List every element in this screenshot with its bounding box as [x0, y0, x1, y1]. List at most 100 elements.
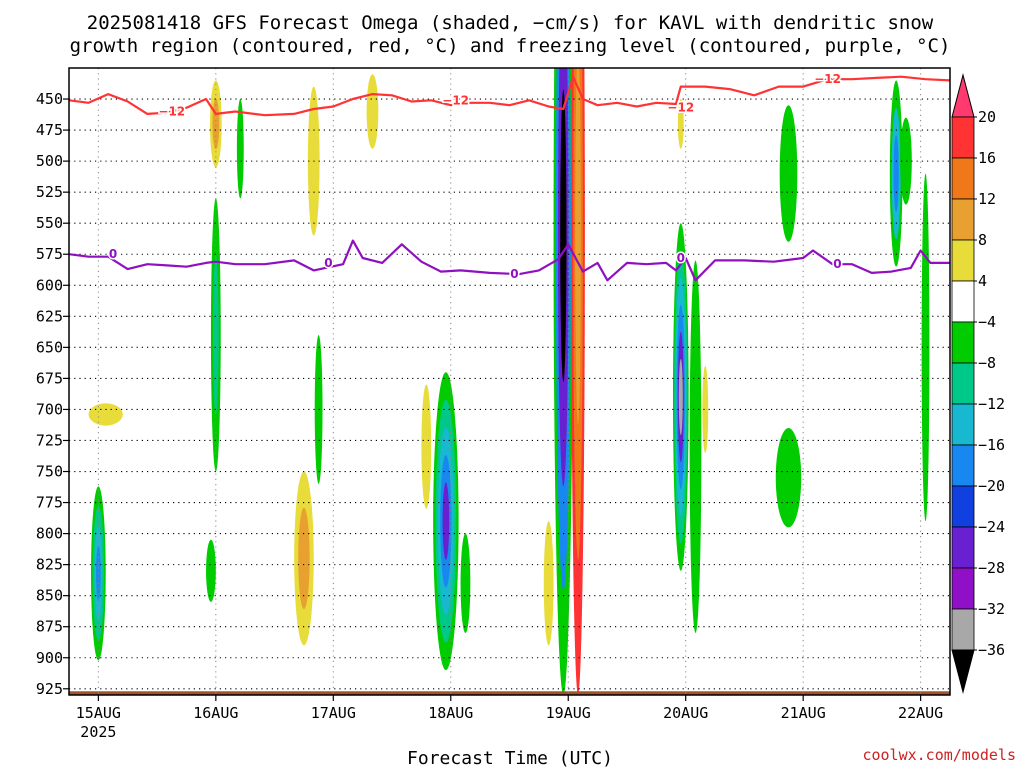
y-tick-label: 800 — [36, 525, 63, 543]
x-tick-label: 16AUG — [193, 704, 238, 722]
y-tick-label: 875 — [36, 618, 63, 636]
colorbar-label: −4 — [978, 313, 996, 331]
colorbar-label: −36 — [978, 641, 1005, 659]
omega-shade-4-0 — [206, 539, 216, 602]
y-tick-label: 675 — [36, 369, 63, 387]
colorbar-bin — [951, 198, 975, 241]
dgz-label: −12 — [158, 104, 185, 118]
colorbar-label: −20 — [978, 477, 1005, 495]
colorbar-label: −12 — [978, 395, 1005, 413]
x-tick-label: 22AUG — [898, 704, 943, 722]
omega-shade-13-3 — [560, 89, 567, 382]
x-tick-label: 19AUG — [546, 704, 591, 722]
x-tick-label: 15AUG — [76, 704, 121, 722]
colorbar-label: −16 — [978, 436, 1005, 454]
omega-shade-14-2 — [575, 68, 581, 425]
omega-shade-6-1 — [298, 507, 310, 610]
omega-shade-15-0 — [543, 521, 554, 646]
y-tick-label: 525 — [36, 183, 63, 201]
colorbar-label: 16 — [978, 149, 996, 167]
terrain-band — [69, 691, 950, 695]
colorbar-bin — [951, 116, 975, 159]
colorbar-label: −24 — [978, 518, 1005, 536]
y-tick-label: 700 — [36, 400, 63, 418]
omega-shade-23-0 — [900, 117, 912, 205]
grid — [69, 68, 950, 695]
colorbar-bin — [951, 362, 975, 405]
omega-shade-11-0 — [460, 533, 471, 633]
freezing-label: 0 — [510, 267, 518, 281]
plot-area: −12 −12 −12 −12 0 0 0 0 0 — [68, 67, 951, 696]
freezing-label: 0 — [677, 251, 685, 265]
freezing-label: 0 — [109, 247, 117, 261]
y-tick-label: 775 — [36, 494, 63, 512]
omega-shade-12-0 — [421, 384, 432, 509]
x-tick-label: 21AUG — [781, 704, 826, 722]
freezing-level-contour — [69, 239, 950, 282]
freezing-label: 0 — [833, 257, 841, 271]
colorbar-bin — [951, 444, 975, 487]
y-tick-label: 925 — [36, 680, 63, 698]
dgz-label: −12 — [667, 101, 694, 115]
y-tick-label: 450 — [36, 90, 63, 108]
y-tick-label: 475 — [36, 121, 63, 139]
x-tick-label: 17AUG — [311, 704, 356, 722]
y-tick-label: 850 — [36, 587, 63, 605]
y-tick-label: 500 — [36, 152, 63, 170]
dgz-label: −12 — [814, 72, 841, 86]
colorbar-top-triangle — [951, 73, 975, 118]
colorbar-label: 8 — [978, 231, 987, 249]
colorbar-bin — [951, 567, 975, 610]
freezing-label: 0 — [324, 256, 332, 270]
colorbar-bin — [951, 157, 975, 200]
omega-shade-16-5 — [678, 358, 683, 436]
x-tick-label: 18AUG — [428, 704, 473, 722]
colorbar-bin — [951, 321, 975, 364]
colorbar-bin — [951, 280, 975, 323]
chart-title-line-1: 2025081418 GFS Forecast Omega (shaded, −… — [87, 12, 934, 34]
colorbar-bin — [951, 485, 975, 528]
y-tick-label: 750 — [36, 463, 63, 481]
y-tick-label: 725 — [36, 431, 63, 449]
omega-shade-1-0 — [88, 403, 123, 426]
omega-shade-19-0 — [677, 99, 684, 149]
colorbar-label: 12 — [978, 190, 996, 208]
colorbar-bin — [951, 403, 975, 446]
y-tick-label: 900 — [36, 649, 63, 667]
credit-text: coolwx.com/models — [862, 746, 1016, 764]
omega-shade-22-2 — [893, 135, 899, 212]
y-tick-label: 650 — [36, 338, 63, 356]
colorbar-label: 4 — [978, 272, 987, 290]
omega-shade-5-0 — [236, 99, 244, 199]
colorbar-bin — [951, 526, 975, 569]
omega-shade-9-0 — [366, 74, 379, 149]
omega-shade-18-0 — [702, 365, 709, 453]
y-tick-label: 825 — [36, 556, 63, 574]
y-axis: 450 475 500 525 550 575 600 625 650 675 700 725 750 7… — [36, 90, 69, 698]
y-tick-label: 550 — [36, 214, 63, 232]
y-tick-label: 575 — [36, 245, 63, 263]
colorbar: 20 16 12 8 4 −4 −8 −12 −16 −20 −24 −28 −32 −36 — [951, 73, 1005, 694]
x-tick-label: 20AUG — [663, 704, 708, 722]
omega-shade-21-0 — [775, 428, 802, 528]
omega-shade-17-0 — [689, 260, 702, 633]
colorbar-label: −28 — [978, 559, 1005, 577]
colorbar-bin — [951, 239, 975, 282]
colorbar-bottom-triangle — [951, 649, 975, 694]
colorbar-label: −32 — [978, 600, 1005, 618]
y-tick-label: 600 — [36, 276, 63, 294]
omega-shade-3-1 — [212, 255, 219, 415]
colorbar-bin — [951, 608, 975, 651]
x-axis-label: Forecast Time (UTC) — [407, 748, 613, 768]
y-tick-label: 625 — [36, 307, 63, 325]
dgz-minus12-contour — [69, 75, 950, 117]
plot-frame — [68, 67, 951, 696]
colorbar-label: 20 — [978, 108, 996, 126]
x-tick-sublabel: 2025 — [80, 723, 116, 741]
dgz-label: −12 — [442, 93, 469, 107]
chart-title-line-2: growth region (contoured, red, °C) and f… — [70, 35, 951, 57]
colorbar-label: −8 — [978, 354, 996, 372]
omega-shade-20-0 — [779, 105, 798, 242]
